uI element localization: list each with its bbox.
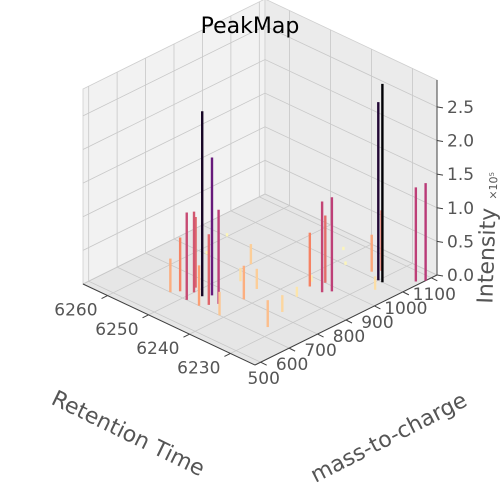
x-axis-line [82, 283, 256, 366]
grid-lines [82, 1, 438, 363]
z-axis-offset-label: ×10⁵ [487, 172, 500, 200]
y-tick-label: 900 [361, 313, 393, 333]
y-tick-label: 800 [333, 327, 365, 347]
y-tick-mark [260, 361, 267, 366]
z-tick-label: 1.5 [447, 165, 474, 185]
x-tick-label: 6230 [177, 358, 220, 378]
z-tick-mark [436, 207, 444, 210]
y-tick-mark [374, 305, 381, 310]
z-tick-label: 0.5 [447, 232, 474, 252]
grid-line-z [82, 159, 438, 251]
z-tick-label: 0.0 [447, 266, 474, 286]
y-tick-mark [345, 319, 353, 324]
y-tick-mark [288, 347, 296, 352]
z-tick-mark [436, 173, 444, 176]
z-axis-label: Intensity [473, 207, 500, 304]
z-tick-mark [436, 240, 444, 243]
y-tick-mark [317, 333, 324, 338]
grid-line-z [82, 25, 438, 117]
y-tick-label: 600 [276, 355, 308, 375]
z-tick-label: 2.0 [447, 132, 474, 152]
grid-line-z [82, 193, 438, 285]
grid-line-z [82, 59, 438, 150]
tick-labels: 6230624062506260500600700800900100011000… [54, 98, 474, 389]
x-tick-mark [224, 352, 231, 357]
x-tick-mark [183, 333, 190, 338]
x-tick-label: 6260 [54, 301, 97, 321]
x-axis-label: Retention Time [47, 386, 208, 482]
x-tick-mark [101, 295, 108, 300]
x-tick-label: 6250 [95, 320, 138, 340]
y-tick-label: 1000 [384, 299, 427, 319]
z-tick-label: 1.0 [447, 199, 474, 219]
chart-title: PeakMap [201, 14, 300, 39]
grid-line-z [82, 126, 438, 218]
x-tick-mark [142, 314, 149, 319]
y-tick-label: 700 [304, 341, 336, 361]
y-tick-mark [431, 277, 438, 282]
z-tick-mark [436, 140, 444, 143]
y-axis-label: mass-to-charge [307, 388, 472, 488]
z-tick-mark [436, 274, 444, 277]
grid-line-z [82, 92, 438, 184]
y-tick-label: 500 [247, 369, 279, 389]
y-tick-label: 1100 [413, 285, 456, 305]
z-tick-mark [436, 106, 444, 109]
z-tick-label: 2.5 [447, 98, 474, 118]
y-tick-mark [402, 291, 410, 296]
x-tick-label: 6240 [136, 339, 179, 359]
peak-bars [169, 83, 427, 328]
